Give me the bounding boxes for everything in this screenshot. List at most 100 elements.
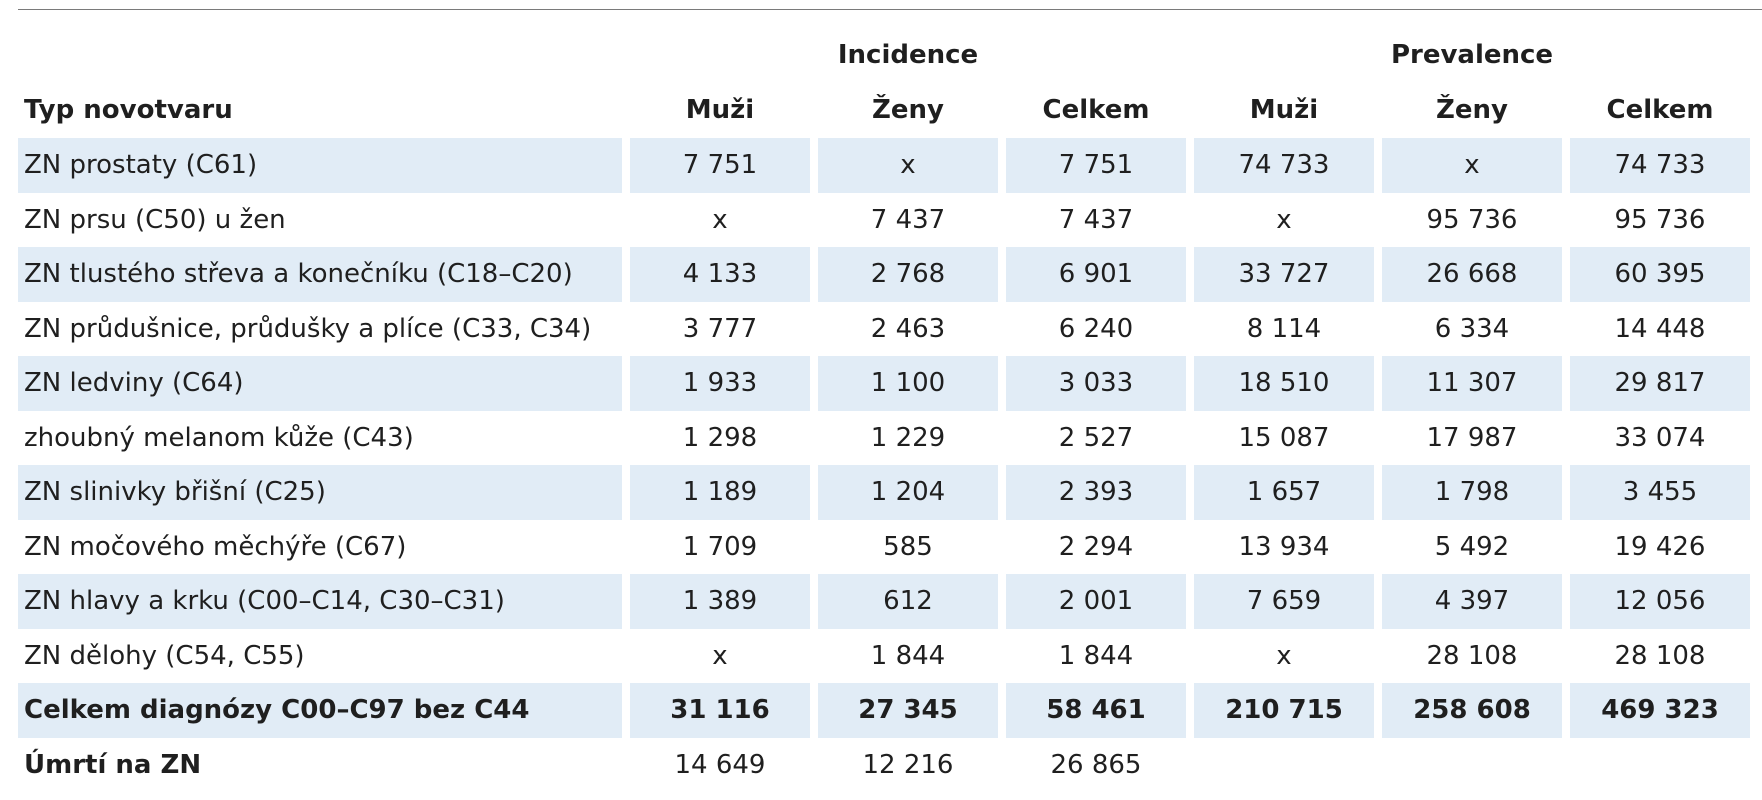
table-cell: 2 001 [1006,574,1186,629]
table-cell: 74 733 [1570,138,1750,193]
table-cell: 3 455 [1570,465,1750,520]
table-cell: 585 [883,531,933,562]
incidence-total-header: Celkem [1042,95,1150,125]
deaths-row: Úmrtí na ZN 14 649 12 216 26 865 [18,738,1750,793]
prevalence-total-header: Celkem [1606,95,1714,125]
total-row: Celkem diagnózy C00–C97 bez C44 31 116 2… [18,683,1750,738]
table-row: ZN tlustého střeva a konečníku (C18–C20)… [18,247,1750,302]
table-cell: 6 240 [1058,313,1134,344]
table-cell: 1 844 [870,640,946,671]
table-cell: 95 736 [1614,204,1706,235]
row-label: ZN průdušnice, průdušky a plíce (C33, C3… [24,313,592,344]
table-cell: 2 463 [870,313,946,344]
total-cell: 31 116 [630,683,810,738]
cancer-statistics-table: Incidence Prevalence Typ novotvaru Muži … [10,28,1758,792]
table-cell: 19 426 [1614,531,1706,562]
table-cell: 1 298 [682,422,758,453]
row-label: ZN dělohy (C54, C55) [24,640,305,671]
table-cell: 4 133 [630,247,810,302]
table-cell: 33 727 [1194,247,1374,302]
empty-cell [1194,738,1374,793]
table-cell: 28 108 [1426,640,1518,671]
row-label: ZN močového měchýře (C67) [24,531,407,562]
table-cell: 28 108 [1614,640,1706,671]
total-cell: 258 608 [1382,683,1562,738]
table-cell: 17 987 [1426,422,1518,453]
total-cell: 469 323 [1570,683,1750,738]
table-cell: x [818,138,998,193]
row-label: ZN tlustého střeva a konečníku (C18–C20) [18,247,622,302]
table-row: ZN močového měchýře (C67) 1 709 585 2 29… [18,520,1750,575]
table-cell: 5 492 [1434,531,1510,562]
table-row: ZN slinivky břišní (C25) 1 189 1 204 2 3… [18,465,1750,520]
table-cell: 18 510 [1194,356,1374,411]
table-cell: 2 527 [1058,422,1134,453]
table-cell: 7 751 [630,138,810,193]
table-cell: 2 393 [1006,465,1186,520]
table-cell: 2 294 [1058,531,1134,562]
incidence-women-header: Ženy [872,95,944,125]
table-cell: x [1276,640,1292,671]
table-cell: 7 437 [1058,204,1134,235]
table-cell: 6 901 [1006,247,1186,302]
prevalence-women-header: Ženy [1436,95,1508,125]
row-label: ZN hlavy a krku (C00–C14, C30–C31) [18,574,622,629]
total-cell: 58 461 [1006,683,1186,738]
table-cell: 1 229 [870,422,946,453]
row-label: ZN ledviny (C64) [18,356,622,411]
table-cell: x [712,640,728,671]
table-cell: 7 659 [1194,574,1374,629]
prevalence-group-header: Prevalence [1390,40,1554,70]
empty-header-cell [18,28,622,82]
row-label: ZN prsu (C50) u žen [24,204,286,235]
table-cell: 6 334 [1434,313,1510,344]
table-cell: 1 389 [630,574,810,629]
total-row-label: Celkem diagnózy C00–C97 bez C44 [18,683,622,738]
empty-cell [1382,738,1562,793]
table-cell: 1 933 [630,356,810,411]
total-cell: 27 345 [818,683,998,738]
table-cell: 11 307 [1382,356,1562,411]
table-cell: 12 056 [1570,574,1750,629]
table-cell: 1 189 [630,465,810,520]
row-label: ZN prostaty (C61) [18,138,622,193]
table-cell: 26 668 [1382,247,1562,302]
deaths-cell: 26 865 [1050,749,1142,780]
table-row: zhoubný melanom kůže (C43) 1 298 1 229 2… [18,411,1750,466]
table-cell: 1 844 [1058,640,1134,671]
table-row: ZN průdušnice, průdušky a plíce (C33, C3… [18,302,1750,357]
table-row: ZN dělohy (C54, C55) x 1 844 1 844 x 28 … [18,629,1750,684]
table-row: ZN prsu (C50) u žen x 7 437 7 437 x 95 7… [18,193,1750,248]
table-cell: 612 [818,574,998,629]
table-cell: 60 395 [1570,247,1750,302]
table-cell: x [712,204,728,235]
table-cell: 14 448 [1614,313,1706,344]
row-label: ZN slinivky břišní (C25) [18,465,622,520]
prevalence-men-header: Muži [1249,95,1319,125]
deaths-cell: 12 216 [862,749,954,780]
incidence-men-header: Muži [685,95,755,125]
top-rule [18,9,1762,10]
table-row: ZN hlavy a krku (C00–C14, C30–C31) 1 389… [18,574,1750,629]
table-cell: 3 033 [1006,356,1186,411]
table-cell: 29 817 [1570,356,1750,411]
table-row: ZN ledviny (C64) 1 933 1 100 3 033 18 51… [18,356,1750,411]
table-cell: 95 736 [1426,204,1518,235]
table-cell: 33 074 [1614,422,1706,453]
incidence-group-header: Incidence [837,40,979,70]
table-cell: 1 657 [1194,465,1374,520]
total-cell: 210 715 [1194,683,1374,738]
table-cell: x [1276,204,1292,235]
row-label: zhoubný melanom kůže (C43) [24,422,414,453]
table-cell: 1 204 [818,465,998,520]
deaths-cell: 14 649 [674,749,766,780]
group-header-row: Incidence Prevalence [18,28,1750,82]
table-cell: 1 100 [818,356,998,411]
table-cell: 8 114 [1246,313,1322,344]
table-cell: 15 087 [1238,422,1330,453]
type-column-header: Typ novotvaru [24,95,233,125]
column-header-row: Typ novotvaru Muži Ženy Celkem Muži Ženy… [18,82,1750,138]
table-cell: 74 733 [1194,138,1374,193]
table-cell: x [1382,138,1562,193]
table-cell: 3 777 [682,313,758,344]
